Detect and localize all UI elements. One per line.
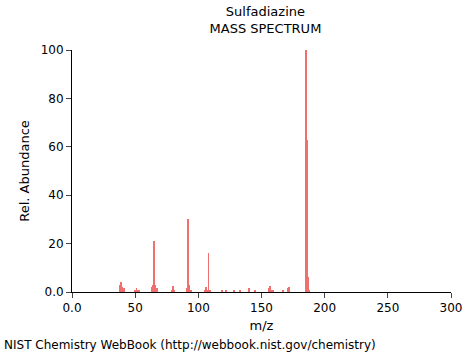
svg-text:40: 40 — [48, 188, 63, 202]
svg-text:250: 250 — [376, 301, 399, 315]
svg-text:0.0: 0.0 — [45, 285, 64, 299]
svg-text:m/z: m/z — [250, 318, 274, 333]
svg-text:80: 80 — [48, 92, 63, 106]
svg-text:20: 20 — [48, 237, 63, 251]
svg-text:300: 300 — [440, 301, 463, 315]
svg-text:SulfadiazineMASS SPECTRUM: SulfadiazineMASS SPECTRUM — [210, 4, 322, 36]
svg-text:100: 100 — [41, 43, 64, 57]
svg-text:NIST Chemistry WebBook (http:/: NIST Chemistry WebBook (http://webbook.n… — [4, 338, 376, 352]
svg-text:150: 150 — [250, 301, 273, 315]
svg-text:0.0: 0.0 — [62, 301, 81, 315]
svg-text:100: 100 — [187, 301, 210, 315]
svg-text:Rel. Abundance: Rel. Abundance — [17, 120, 32, 222]
svg-text:50: 50 — [128, 301, 143, 315]
svg-text:200: 200 — [313, 301, 336, 315]
svg-text:60: 60 — [48, 140, 63, 154]
